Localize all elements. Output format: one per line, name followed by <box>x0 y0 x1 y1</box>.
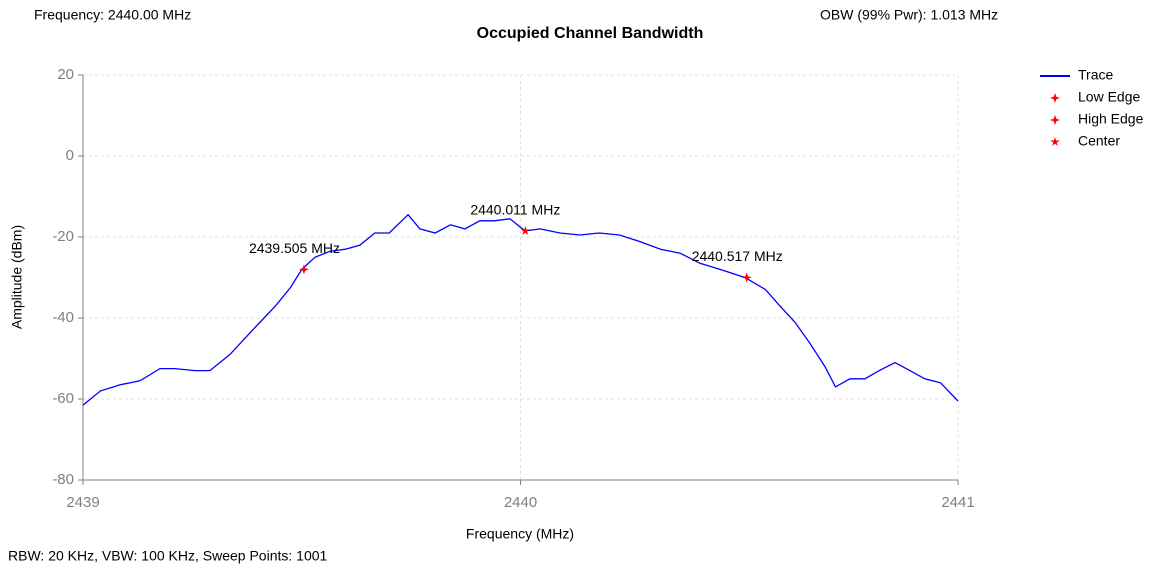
trace-line <box>82 213 959 406</box>
legend-marker <box>1050 137 1060 146</box>
chart-title: Occupied Channel Bandwidth <box>477 25 704 42</box>
x-tick-label: 2441 <box>941 494 974 511</box>
legend-marker <box>1050 115 1060 125</box>
marker-label: 2440.011 MHz <box>470 202 560 218</box>
legend-label: Center <box>1078 133 1120 149</box>
y-tick-label: -20 <box>52 228 74 245</box>
marker <box>298 264 309 275</box>
x-axis-label: Frequency (MHz) <box>466 526 574 542</box>
x-tick-label: 2439 <box>66 494 99 511</box>
y-tick-label: -40 <box>52 309 74 326</box>
marker-label: 2439.505 MHz <box>249 240 340 256</box>
legend-label: High Edge <box>1078 111 1144 127</box>
y-tick-label: 20 <box>57 66 74 83</box>
y-tick-label: 0 <box>66 147 74 164</box>
legend-marker <box>1050 93 1060 103</box>
x-tick-label: 2440 <box>504 494 537 511</box>
marker-label: 2440.517 MHz <box>692 248 783 264</box>
y-tick-label: -80 <box>52 471 74 488</box>
y-axis-label: Amplitude (dBm) <box>9 225 25 329</box>
y-tick-label: -60 <box>52 390 74 407</box>
legend-label: Low Edge <box>1078 89 1140 105</box>
marker <box>741 272 752 283</box>
legend-label: Trace <box>1078 67 1113 83</box>
marker <box>520 225 531 235</box>
footer: RBW: 20 KHz, VBW: 100 KHz, Sweep Points:… <box>8 548 328 564</box>
header-left: Frequency: 2440.00 MHz <box>34 7 191 23</box>
header-right: OBW (99% Pwr): 1.013 MHz <box>820 7 998 23</box>
